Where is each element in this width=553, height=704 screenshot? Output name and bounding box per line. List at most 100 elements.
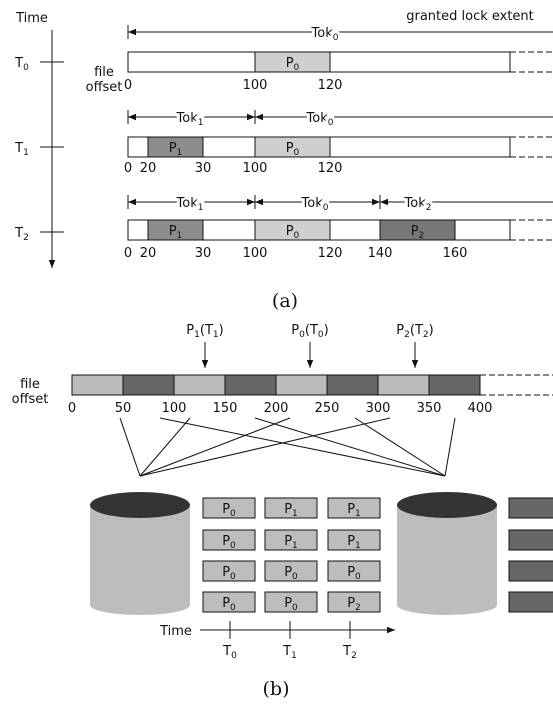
text-part: ) xyxy=(324,323,329,338)
offset-tick: 120 xyxy=(318,78,343,93)
fan-line xyxy=(120,418,140,476)
text-part: P xyxy=(291,323,299,338)
text-part: P xyxy=(284,534,292,549)
fan-line xyxy=(140,418,290,476)
subscript: 1 xyxy=(23,148,29,158)
offset-tick: 100 xyxy=(243,161,268,176)
text-part: T xyxy=(14,226,23,241)
time-marker: T2 xyxy=(342,644,357,661)
legend: granted lock extent xyxy=(406,9,534,24)
disk-blocks xyxy=(509,498,553,612)
text-part: T xyxy=(222,644,231,659)
extent-label: Tok0 xyxy=(301,196,329,213)
subscript: 0 xyxy=(323,203,329,213)
subscript: 2 xyxy=(355,603,361,613)
text-part: P xyxy=(286,141,294,156)
offset-label: offset xyxy=(86,80,123,95)
subscript: 2 xyxy=(419,231,425,241)
extent-label: Tok0 xyxy=(306,111,334,128)
subscript: 1 xyxy=(198,118,204,128)
offset-tick: 100 xyxy=(243,246,268,261)
text-part: P xyxy=(284,565,292,580)
fan-line xyxy=(160,418,445,476)
text-part: Tok xyxy=(301,196,324,211)
fan-line xyxy=(255,418,445,476)
text-part: P xyxy=(284,596,292,611)
subscript: 0 xyxy=(355,572,361,582)
text-part: Tok xyxy=(306,111,329,126)
offset-tick: 0 xyxy=(124,78,132,93)
text-part: T xyxy=(14,56,23,71)
writer-label: P1(T1) xyxy=(186,323,223,340)
subscript: 0 xyxy=(294,63,300,73)
offset-tick: 30 xyxy=(195,246,212,261)
offset-tick: 120 xyxy=(318,161,343,176)
subscript: 1 xyxy=(177,148,183,158)
offset-tick: 140 xyxy=(368,246,393,261)
time-marker: T0 xyxy=(14,56,29,73)
subscript: 1 xyxy=(292,541,298,551)
text-part: P xyxy=(286,56,294,71)
text-part: T xyxy=(14,141,23,156)
text-part: P xyxy=(186,323,194,338)
subscript: 0 xyxy=(230,541,236,551)
text-part: P xyxy=(222,596,230,611)
stripe-segment xyxy=(327,375,378,395)
subscript: 1 xyxy=(198,203,204,213)
extent-label: Tok0 xyxy=(311,26,339,43)
disk xyxy=(90,492,190,615)
subscript: 1 xyxy=(177,231,183,241)
subscript: 0 xyxy=(294,148,300,158)
offset-tick: 350 xyxy=(417,401,442,416)
offset-tick: 100 xyxy=(243,78,268,93)
offset-label: file xyxy=(20,377,40,392)
text-part: T xyxy=(282,644,291,659)
subscript: 2 xyxy=(426,203,432,213)
subscript: 1 xyxy=(292,509,298,519)
text-part: P xyxy=(284,502,292,517)
disk xyxy=(397,492,497,615)
offset-tick: 20 xyxy=(140,161,157,176)
offset-tick: 200 xyxy=(264,401,289,416)
text-part: P xyxy=(169,141,177,156)
text-part: P xyxy=(347,502,355,517)
text-part: (T xyxy=(410,323,423,338)
text-part: P xyxy=(222,502,230,517)
subscript: 0 xyxy=(23,63,29,73)
time-marker: T1 xyxy=(282,644,297,661)
text-part: P xyxy=(396,323,404,338)
writer-label: P0(T0) xyxy=(291,323,328,340)
subscript: 1 xyxy=(355,509,361,519)
text-part: P xyxy=(347,596,355,611)
stripe-segment xyxy=(123,375,174,395)
offset-tick: 0 xyxy=(124,246,132,261)
offset-tick: 160 xyxy=(443,246,468,261)
caption: (b) xyxy=(263,678,290,700)
offset-tick: 300 xyxy=(366,401,391,416)
stripe-segment xyxy=(225,375,276,395)
stripe-segment xyxy=(174,375,225,395)
text-part: ) xyxy=(429,323,434,338)
text-part: P xyxy=(286,224,294,239)
text-part: P xyxy=(222,565,230,580)
subscript: 2 xyxy=(23,233,29,243)
subscript: 0 xyxy=(328,118,334,128)
subscript: 0 xyxy=(230,509,236,519)
text-part: (T xyxy=(200,323,213,338)
stripe-segment xyxy=(429,375,480,395)
subscript: 0 xyxy=(292,603,298,613)
offset-tick: 0 xyxy=(124,161,132,176)
text-part: Tok xyxy=(311,26,334,41)
offset-label: file xyxy=(94,65,114,80)
stripe-segment xyxy=(72,375,123,395)
subscript: 1 xyxy=(291,651,297,661)
subscript: 0 xyxy=(230,603,236,613)
offset-tick: 400 xyxy=(468,401,493,416)
text-part: P xyxy=(347,534,355,549)
extent-label: Tok1 xyxy=(176,111,204,128)
subscript: 0 xyxy=(230,572,236,582)
offset-tick: 120 xyxy=(318,246,343,261)
extent-label: Tok2 xyxy=(404,196,432,213)
time-label: Time xyxy=(15,11,48,26)
offset-tick: 150 xyxy=(213,401,238,416)
